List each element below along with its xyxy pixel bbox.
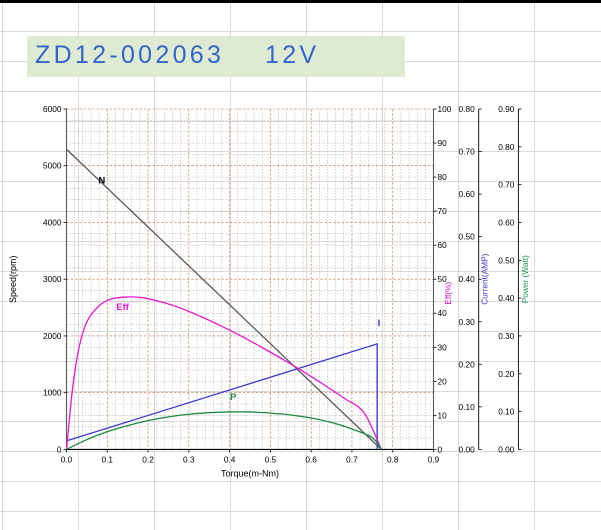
- svg-text:0.5: 0.5: [265, 454, 277, 464]
- svg-text:0.60: 0.60: [459, 189, 476, 199]
- svg-text:Current(AMP): Current(AMP): [480, 253, 490, 304]
- svg-text:Power (Watt): Power (Watt): [520, 255, 530, 303]
- svg-text:0.2: 0.2: [142, 454, 154, 464]
- svg-text:6000: 6000: [43, 104, 62, 114]
- svg-text:4000: 4000: [43, 217, 62, 227]
- svg-text:Torque(m-Nm): Torque(m-Nm): [221, 468, 279, 478]
- svg-text:0.00: 0.00: [498, 444, 515, 454]
- svg-text:0.20: 0.20: [498, 369, 515, 379]
- svg-text:0.00: 0.00: [459, 444, 476, 454]
- svg-text:10: 10: [438, 410, 448, 420]
- svg-text:N: N: [98, 176, 105, 187]
- svg-text:0.40: 0.40: [498, 293, 515, 303]
- svg-text:3000: 3000: [43, 274, 62, 284]
- svg-text:0.50: 0.50: [498, 255, 515, 265]
- svg-text:0.80: 0.80: [498, 142, 515, 152]
- svg-text:0.80: 0.80: [459, 104, 476, 114]
- svg-text:0.7: 0.7: [346, 454, 358, 464]
- svg-text:0.50: 0.50: [459, 232, 476, 242]
- svg-text:P: P: [230, 392, 237, 403]
- svg-text:0.10: 0.10: [498, 407, 515, 417]
- svg-text:30: 30: [438, 342, 448, 352]
- svg-text:Eff: Eff: [116, 302, 130, 313]
- svg-text:Speed(rpm): Speed(rpm): [8, 255, 18, 303]
- svg-text:100: 100: [438, 104, 452, 114]
- svg-text:40: 40: [438, 308, 448, 318]
- svg-text:0.60: 0.60: [498, 217, 515, 227]
- svg-text:0.90: 0.90: [498, 104, 515, 114]
- svg-text:0.4: 0.4: [224, 454, 236, 464]
- svg-text:I: I: [378, 318, 381, 329]
- svg-text:0.40: 0.40: [459, 274, 476, 284]
- svg-text:0.10: 0.10: [459, 402, 476, 412]
- svg-text:0.30: 0.30: [498, 331, 515, 341]
- svg-text:5000: 5000: [43, 161, 62, 171]
- svg-text:1000: 1000: [43, 388, 62, 398]
- svg-text:0.8: 0.8: [387, 454, 399, 464]
- svg-text:0: 0: [57, 444, 62, 454]
- svg-text:0.70: 0.70: [498, 180, 515, 190]
- svg-text:0.0: 0.0: [61, 454, 73, 464]
- svg-text:0.70: 0.70: [459, 147, 476, 157]
- svg-text:0.3: 0.3: [183, 454, 195, 464]
- svg-text:0.1: 0.1: [102, 454, 114, 464]
- svg-text:Eff(%): Eff(%): [443, 282, 453, 305]
- svg-text:80: 80: [438, 172, 448, 182]
- svg-text:2000: 2000: [43, 331, 62, 341]
- svg-text:0.30: 0.30: [459, 317, 476, 327]
- svg-text:0.9: 0.9: [428, 454, 440, 464]
- svg-text:70: 70: [438, 206, 448, 216]
- svg-text:0.20: 0.20: [459, 359, 476, 369]
- svg-text:60: 60: [438, 240, 448, 250]
- svg-text:0.6: 0.6: [305, 454, 317, 464]
- svg-text:20: 20: [438, 376, 448, 386]
- svg-text:90: 90: [438, 138, 448, 148]
- svg-text:0: 0: [438, 444, 443, 454]
